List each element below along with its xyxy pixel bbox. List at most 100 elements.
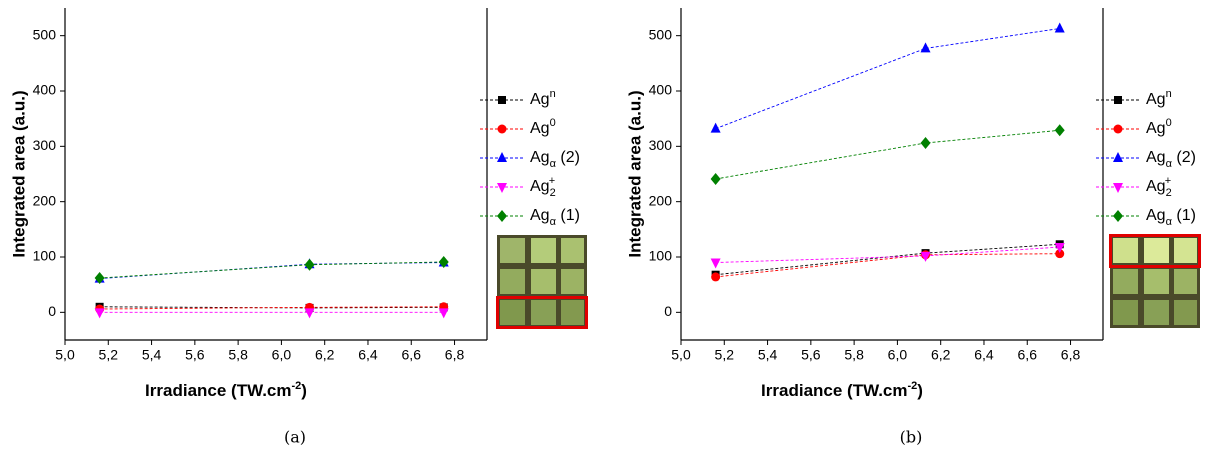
x-tick-label: 5,2 (715, 347, 735, 363)
legend-marker (497, 210, 507, 222)
marker (1054, 22, 1065, 33)
legend-name: Ag (1146, 149, 1166, 166)
marker (920, 251, 931, 262)
x-axis-label-end: ) (301, 381, 307, 400)
legend-label: Ag2+ (1146, 175, 1172, 199)
legend-marker (497, 124, 507, 134)
legend-marker (1113, 210, 1123, 222)
legend-name: Ag (1146, 120, 1166, 137)
x-tick-label: 5,2 (99, 347, 119, 363)
legend-sup: n (550, 88, 556, 100)
marker (710, 122, 721, 133)
legend-suffix: (1) (556, 207, 580, 224)
x-tick-label: 6,8 (445, 347, 465, 363)
legend-name: Ag (530, 207, 550, 224)
legend-sub: 2 (550, 187, 556, 199)
x-tick-label: 6,0 (272, 347, 292, 363)
y-tick-label: 200 (649, 192, 673, 208)
marker (1055, 249, 1065, 259)
legend-label: Ag0 (530, 117, 556, 137)
marker (1054, 243, 1065, 254)
chart: 0 100 200 300 400 500 5,0 5,2 5,4 5,6 5,8 6,0 6,2 6,4… (625, 8, 1196, 447)
marker (920, 42, 931, 53)
legend-suffix: (2) (556, 149, 580, 166)
legend-label: Agα (2) (530, 149, 580, 170)
marker (438, 255, 449, 268)
legend-marker (1113, 183, 1123, 193)
series-line (99, 261, 444, 279)
legend-marker (1113, 124, 1123, 134)
legend-label: Agα (1) (1146, 207, 1196, 228)
x-tick-label: 5,4 (758, 347, 778, 363)
x-tick-label: 6,2 (931, 347, 951, 363)
x-axis-label-sup: -2 (291, 380, 301, 392)
marker (711, 272, 721, 282)
x-tick-label: 5,4 (142, 347, 162, 363)
legend-label: Ag2+ (530, 175, 556, 199)
x-tick-label: 6,2 (315, 347, 335, 363)
legend-label: Agn (530, 88, 556, 108)
legend-name: Ag (1146, 207, 1166, 224)
legend-sub: 2 (1166, 187, 1172, 199)
x-axis-label: Irradiance (TW.cm-2) (761, 380, 923, 401)
series-line (99, 262, 444, 280)
y-tick-label: 300 (33, 137, 57, 153)
y-tick-label: 200 (33, 192, 57, 208)
legend-label: Agα (1) (530, 207, 580, 228)
y-tick-label: 0 (664, 303, 672, 319)
y-axis-label: Integrated area (a.u.) (9, 90, 28, 257)
x-tick-label: 5,6 (185, 347, 205, 363)
legend-name: Ag (1146, 91, 1166, 108)
x-axis-label-text: Irradiance (TW.cm (145, 381, 291, 400)
legend-label: Agn (1146, 88, 1172, 108)
legend-label: Ag0 (1146, 117, 1172, 137)
legend-sub: α (1166, 158, 1173, 170)
x-tick-label: 6,6 (402, 347, 422, 363)
y-tick-label: 100 (649, 248, 673, 264)
marker (94, 272, 105, 285)
inset-a (496, 235, 588, 329)
x-tick-label: 6,8 (1061, 347, 1081, 363)
x-axis-label: Irradiance (TW.cm-2) (145, 380, 307, 401)
series-line (715, 243, 1060, 276)
series-line (715, 246, 1060, 263)
legend-marker (497, 183, 507, 193)
caption: (b) (900, 428, 923, 447)
marker (438, 308, 449, 319)
x-tick-label: 6,4 (974, 347, 994, 363)
legend-name: Ag (530, 149, 550, 166)
x-tick-label: 6,0 (888, 347, 908, 363)
x-tick-label: 5,0 (671, 347, 691, 363)
marker (710, 172, 721, 185)
caption: (a) (284, 428, 306, 447)
x-axis-label-end: ) (917, 381, 923, 400)
legend-sup: + (549, 175, 555, 187)
x-axis-label-sup: -2 (907, 380, 917, 392)
legend-sub: α (550, 216, 557, 228)
legend-marker (498, 96, 506, 104)
x-tick-label: 5,6 (801, 347, 821, 363)
legend-sub: α (550, 158, 557, 170)
marker (94, 308, 105, 319)
x-axis-label-text: Irradiance (TW.cm (761, 381, 907, 400)
marker (304, 258, 315, 271)
legend-name: Ag (1146, 178, 1166, 195)
legend-marker (1113, 152, 1123, 162)
legend-label: Agα (2) (1146, 149, 1196, 170)
y-tick-label: 500 (649, 26, 673, 42)
y-tick-label: 500 (33, 26, 57, 42)
y-tick-label: 400 (649, 82, 673, 98)
chart: 0 100 200 300 400 500 5,0 5,2 5,4 5,6 5,8 6,0 6,2 6,4… (9, 8, 580, 447)
y-tick-label: 300 (649, 137, 673, 153)
y-tick-label: 400 (33, 82, 57, 98)
y-tick-label: 100 (33, 248, 57, 264)
legend-suffix: (1) (1172, 207, 1196, 224)
x-tick-label: 6,4 (358, 347, 378, 363)
series-line (715, 129, 1060, 180)
marker (710, 258, 721, 269)
legend-sup: + (1165, 175, 1171, 187)
series-line (715, 28, 1060, 130)
legend-sup: 0 (1166, 117, 1172, 129)
legend-suffix: (2) (1172, 149, 1196, 166)
